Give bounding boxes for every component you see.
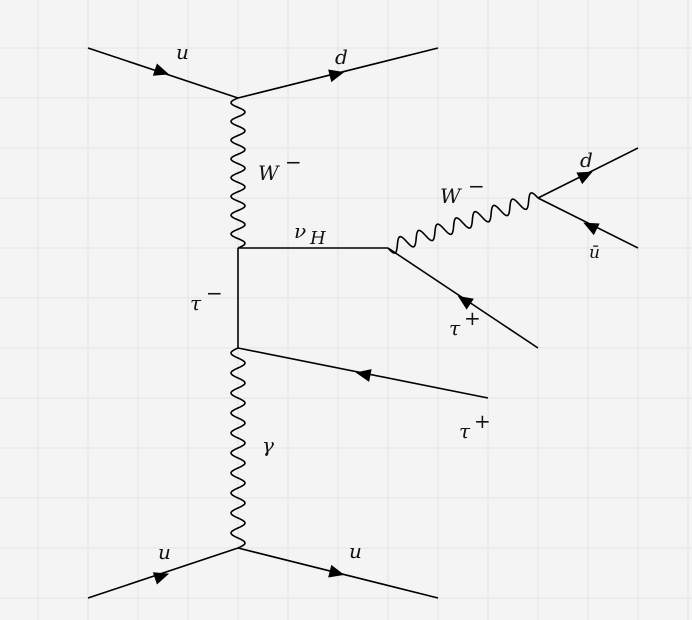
w-minus-vertical-boson [230,97,246,249]
w-minus-diagonal-boson [387,192,539,254]
label-w-diagonal: W [440,184,462,208]
label-gamma: γ [262,433,274,457]
tau-plus-lower-arrow [355,369,372,382]
u-bottom-right-arrow [328,564,345,578]
label-tau-plus-lower: τ [459,419,471,443]
d-right-arrow [576,171,593,185]
label-u-top: u [176,40,189,64]
u-top-arrow [152,63,170,76]
photon-boson [230,347,246,549]
label-u-bottom-right: u [349,539,362,563]
ubar-right-arrow [583,222,600,236]
tau-plus-upper-arrow [457,295,474,310]
label-w-vertical-charge: − [285,150,302,174]
label-tau-minus: τ [190,291,202,315]
label-u-bottom-left: u [158,540,171,564]
label-d-right: d [580,148,593,172]
label-tau-plus-upper: τ [449,316,461,340]
u-bottom-left-line [87,547,239,599]
label-w-vertical: W [258,161,280,185]
label-d-top: d [335,45,348,69]
label-tau-minus-charge: − [206,281,223,305]
u-bottom-left-arrow [152,572,170,585]
label-tau-plus-lower-charge: + [474,409,491,433]
label-nu-h-sub: H [309,228,326,249]
label-tau-plus-upper-charge: + [464,306,481,330]
d-top-arrow [328,69,345,83]
label-ubar-right: ū [589,243,600,263]
label-nu-h: ν [294,219,306,243]
label-w-diagonal-charge: − [468,174,485,198]
